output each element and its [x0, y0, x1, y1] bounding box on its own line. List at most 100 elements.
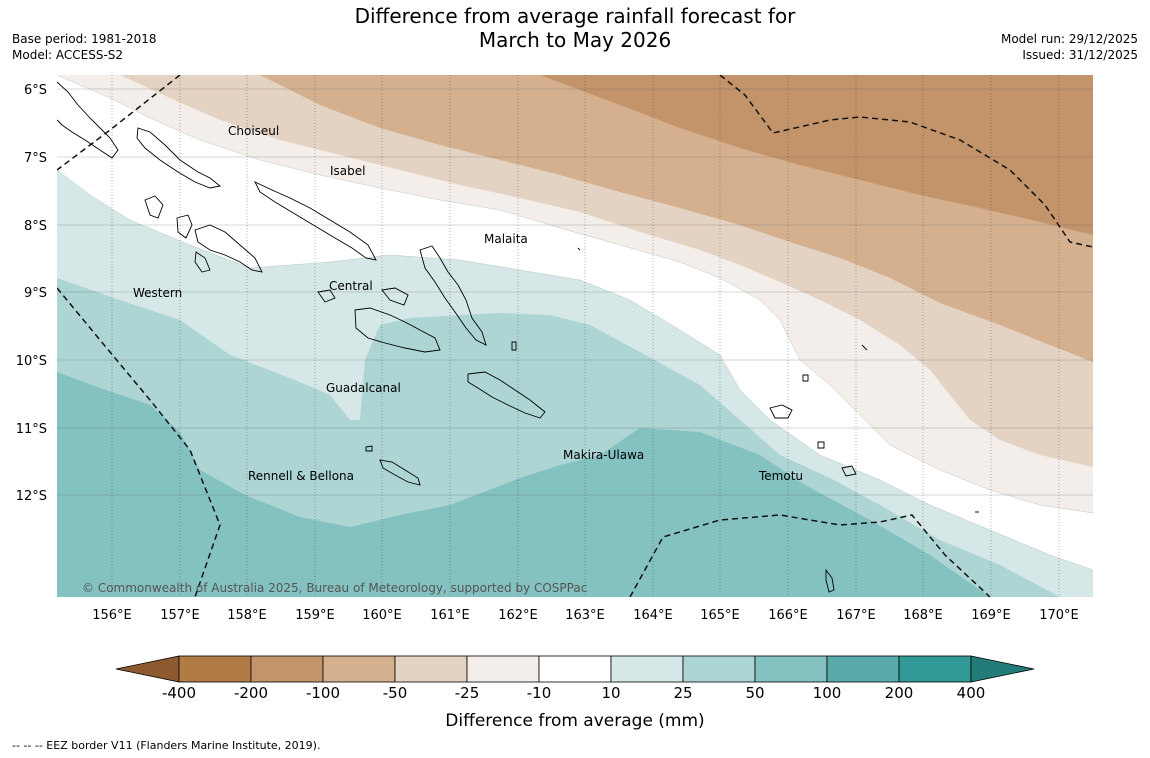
map-panel: Choiseul Isabel Malaita Western Central …	[57, 75, 1093, 597]
colorbar-ticks: -400 -200 -100 -50 -25 -10 10 25 50 100 …	[162, 684, 985, 702]
label-choiseul: Choiseul	[228, 124, 279, 138]
lat-label: 7°S	[24, 151, 47, 166]
lon-label: 167°E	[836, 608, 876, 623]
bellona-island	[365, 445, 373, 452]
sikaiana-dot	[577, 247, 581, 251]
lat-label: 8°S	[24, 219, 47, 234]
lat-label: 12°S	[16, 489, 47, 504]
label-rennell-bellona: Rennell & Bellona	[248, 469, 354, 483]
lon-label: 168°E	[903, 608, 943, 623]
colorbar-cell	[178, 655, 252, 683]
eez-border	[57, 75, 1093, 597]
label-malaita: Malaita	[484, 232, 528, 246]
rennell-island	[379, 459, 421, 486]
colorbar-tick-label: 10	[601, 684, 620, 702]
lon-label: 159°E	[295, 608, 335, 623]
model-run-text: Model run: 29/12/2025	[1000, 32, 1138, 46]
colorbar-cell	[250, 655, 324, 683]
utupua-island	[817, 441, 825, 449]
lon-label: 162°E	[498, 608, 538, 623]
model-text: Model: ACCESS-S2	[12, 48, 124, 62]
colorbar-tick-label: 100	[813, 684, 842, 702]
colorbar-extend-high	[970, 655, 1035, 683]
lat-label: 6°S	[24, 83, 47, 98]
new-georgia-island	[176, 214, 193, 239]
colorbar-cell	[466, 655, 540, 683]
colorbar-cells	[115, 655, 1035, 683]
base-period-text: Base period: 1981-2018	[12, 32, 157, 46]
lon-label: 160°E	[362, 608, 402, 623]
band-minus100-200	[540, 75, 1093, 235]
title-line-1: Difference from average rainfall forecas…	[354, 4, 796, 28]
colorbar-tick-label: 50	[745, 684, 764, 702]
lon-label: 158°E	[227, 608, 267, 623]
reef-islands	[802, 374, 809, 382]
colorbar: -400 -200 -100 -50 -25 -10 10 25 50 100 …	[115, 655, 1035, 731]
lat-label: 10°S	[16, 354, 47, 369]
lon-label: 169°E	[971, 608, 1011, 623]
copyright-text: © Commonwealth of Australia 2025, Bureau…	[82, 581, 587, 595]
malaita-island	[419, 245, 487, 346]
lon-label: 161°E	[430, 608, 470, 623]
colorbar-cell	[322, 655, 396, 683]
label-temotu: Temotu	[758, 469, 803, 483]
bougainville-island	[57, 81, 119, 159]
colorbar-tick-label: -100	[306, 684, 340, 702]
lon-label: 166°E	[768, 608, 808, 623]
band-boundaries	[57, 75, 1093, 571]
region-labels: Choiseul Isabel Malaita Western Central …	[133, 124, 803, 483]
lon-gridlines	[111, 75, 1060, 597]
colorbar-cell	[610, 655, 684, 683]
label-isabel: Isabel	[330, 164, 365, 178]
islands	[57, 81, 979, 593]
rendova-island	[194, 251, 211, 273]
colorbar-tick-label: -50	[383, 684, 408, 702]
colorbar-tick-label: -200	[234, 684, 268, 702]
label-makira-ulawa: Makira-Ulawa	[563, 448, 644, 462]
vella-lavella-island	[144, 195, 164, 219]
meta-right: Model run: 29/12/2025 Issued: 31/12/2025	[1001, 31, 1138, 63]
isabel-island	[254, 181, 377, 261]
colorbar-cell	[898, 655, 972, 683]
colorbar-title: Difference from average (mm)	[445, 711, 704, 731]
colorbar-cell	[394, 655, 468, 683]
lat-label: 11°S	[16, 422, 47, 437]
colorbar-cell	[754, 655, 828, 683]
santa-cruz-island	[769, 404, 793, 419]
lon-label: 156°E	[92, 608, 132, 623]
issued-text: Issued: 31/12/2025	[1022, 48, 1138, 62]
colorbar-tick-label: 200	[885, 684, 914, 702]
lon-label: 157°E	[160, 608, 200, 623]
lat-labels: 6°S 7°S 8°S 9°S 10°S 11°S 12°S	[16, 83, 47, 504]
colorbar-tick-label: -400	[162, 684, 196, 702]
colorbar-cell	[682, 655, 756, 683]
russell-islands	[317, 289, 336, 303]
tikopia-island	[825, 568, 835, 593]
new-georgia-group	[194, 224, 263, 273]
colorbar-tick-label: -25	[455, 684, 480, 702]
label-guadalcanal: Guadalcanal	[326, 381, 401, 395]
colorbar-cell	[826, 655, 900, 683]
label-central: Central	[329, 279, 373, 293]
guadalcanal-island	[354, 307, 441, 353]
label-western: Western	[133, 286, 182, 300]
lon-label: 163°E	[565, 608, 605, 623]
vanikoro-island	[841, 465, 857, 477]
lat-gridlines	[57, 88, 1093, 496]
colorbar-extend-low	[115, 655, 180, 683]
ulawa-island	[511, 341, 517, 351]
lon-label: 170°E	[1039, 608, 1079, 623]
lat-label: 9°S	[24, 286, 47, 301]
lon-labels: 156°E 157°E 158°E 159°E 160°E 161°E 162°…	[92, 608, 1079, 623]
makira-island	[467, 371, 546, 419]
lon-label: 164°E	[633, 608, 673, 623]
eez-footnote: -- -- -- EEZ border V11 (Flanders Marine…	[12, 739, 321, 752]
colorbar-tick-label: 400	[957, 684, 986, 702]
choiseul-island	[136, 127, 222, 189]
title-line-2: March to May 2026	[478, 28, 672, 52]
florida-islands	[381, 287, 409, 306]
colorbar-tick-label: -10	[527, 684, 552, 702]
colorbar-cell	[538, 655, 612, 683]
chart-title: Difference from average rainfall forecas…	[0, 4, 1150, 52]
